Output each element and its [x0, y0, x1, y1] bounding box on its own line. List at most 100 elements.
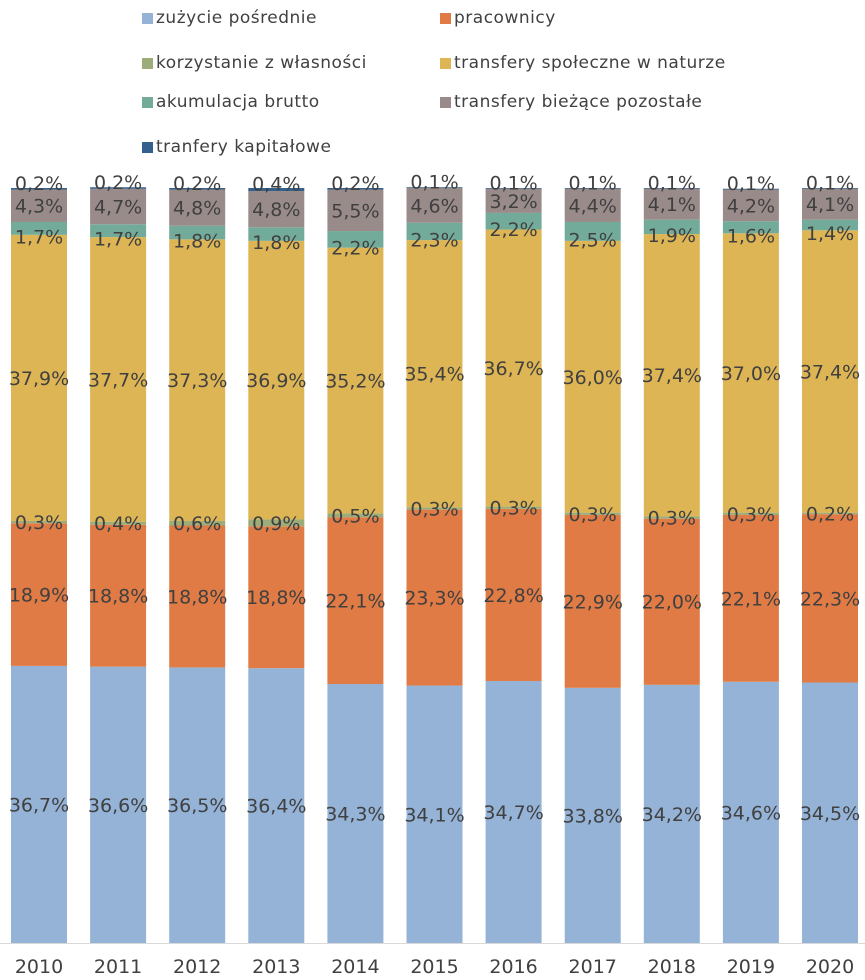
data-label: 0,1%	[410, 172, 458, 194]
bar-segment	[248, 240, 305, 520]
legend-swatch	[142, 141, 153, 153]
bar-segment	[327, 684, 384, 943]
data-label: 37,4%	[800, 361, 860, 383]
bar-segment	[643, 518, 700, 685]
bar-segment	[722, 233, 779, 513]
legend-swatch	[440, 12, 451, 24]
data-label: 0,4%	[94, 513, 142, 535]
x-tick-label: 2011	[94, 956, 142, 978]
bar-segment	[11, 189, 67, 222]
bar-segment	[248, 227, 305, 241]
bar-segment	[564, 240, 621, 513]
bar-segment	[722, 681, 779, 943]
x-tick-label: 2017	[569, 956, 617, 978]
data-label: 0,6%	[173, 513, 221, 535]
data-label: 4,4%	[569, 195, 617, 217]
bar-segment	[485, 229, 542, 507]
legend-label: transfery społeczne w naturze	[454, 53, 726, 73]
bar-segment	[11, 665, 67, 943]
bar-segment	[564, 687, 621, 943]
legend-label: transfery bieżące pozostałe	[454, 92, 703, 112]
data-label: 18,8%	[167, 586, 227, 608]
data-label: 34,6%	[721, 802, 781, 824]
legend-item: zużycie pośrednie	[142, 8, 317, 28]
bar-segment	[643, 219, 700, 235]
data-label: 18,8%	[246, 587, 306, 609]
data-label: 4,1%	[648, 194, 696, 216]
data-label: 37,3%	[167, 370, 227, 392]
x-tick-label: 2015	[410, 956, 458, 978]
bar-segment	[643, 516, 700, 519]
legend-item: transfery bieżące pozostałe	[440, 92, 702, 112]
data-label: 4,2%	[727, 195, 775, 217]
bar-segment	[406, 187, 463, 188]
x-tick-label: 2010	[15, 956, 63, 978]
bar-segment	[169, 189, 226, 226]
data-label: 0,3%	[489, 498, 537, 520]
bar-segment	[643, 234, 700, 517]
bar-segment	[169, 667, 226, 943]
bar-segment	[406, 188, 463, 223]
x-tick-label: 2020	[806, 956, 854, 978]
bar-segment	[90, 188, 147, 225]
bar-segment	[90, 666, 147, 943]
data-label: 0,2%	[15, 173, 63, 195]
data-label: 22,1%	[325, 591, 385, 613]
legend-swatch	[440, 57, 451, 69]
data-label: 0,1%	[648, 172, 696, 194]
data-label: 0,4%	[252, 174, 300, 196]
data-label: 22,3%	[800, 588, 860, 610]
data-label: 4,7%	[94, 197, 142, 219]
data-label: 3,2%	[489, 191, 537, 213]
bar-segment	[169, 525, 226, 668]
data-label: 36,0%	[563, 367, 623, 389]
bar-segment	[564, 512, 621, 515]
data-label: 33,8%	[563, 805, 623, 827]
bar-segment	[485, 506, 542, 509]
data-label: 36,7%	[9, 794, 69, 816]
data-label: 4,8%	[173, 198, 221, 220]
bar-segment	[802, 188, 858, 189]
data-label: 0,2%	[94, 172, 142, 194]
data-label: 36,7%	[483, 358, 543, 380]
bar-segment	[485, 188, 542, 213]
bar-segment	[802, 219, 858, 231]
bar-segment	[485, 188, 542, 189]
bar-segment	[11, 520, 67, 524]
x-tick-label: 2016	[489, 956, 537, 978]
data-label: 34,5%	[800, 803, 860, 825]
bar-segment	[327, 247, 384, 514]
legend-item: akumulacja brutto	[142, 92, 320, 112]
data-label: 36,9%	[246, 370, 306, 392]
data-label: 0,3%	[727, 504, 775, 526]
legend-item: pracownicy	[440, 8, 556, 28]
data-label: 18,9%	[9, 585, 69, 607]
bar-segment	[722, 221, 779, 234]
bar-segment	[327, 231, 384, 248]
bar-segment	[169, 225, 226, 240]
bar-segment	[11, 234, 67, 521]
data-label: 4,8%	[252, 199, 300, 221]
bar-segment	[722, 514, 779, 682]
bar-segment	[485, 212, 542, 230]
data-label: 4,1%	[806, 194, 854, 216]
bar-segment	[406, 509, 463, 686]
bar-segment	[11, 523, 67, 666]
data-label: 0,2%	[173, 173, 221, 195]
bar-segment	[643, 684, 700, 943]
data-labels: 36,7%18,9%0,3%37,9%1,7%4,3%0,2%36,6%18,8…	[9, 172, 860, 828]
bar-segment	[802, 512, 858, 515]
bar-segment	[564, 188, 621, 189]
legend-item: korzystanie z własności	[142, 53, 367, 73]
data-label: 34,3%	[325, 804, 385, 826]
data-label: 22,1%	[721, 588, 781, 610]
legend-swatch	[142, 96, 153, 108]
data-label: 37,4%	[642, 365, 702, 387]
data-label: 0,3%	[410, 499, 458, 521]
bar-segment	[722, 188, 779, 190]
bar-segment	[327, 517, 384, 685]
data-label: 34,2%	[642, 804, 702, 826]
data-label: 22,0%	[642, 592, 702, 614]
bar-segment	[802, 514, 858, 683]
